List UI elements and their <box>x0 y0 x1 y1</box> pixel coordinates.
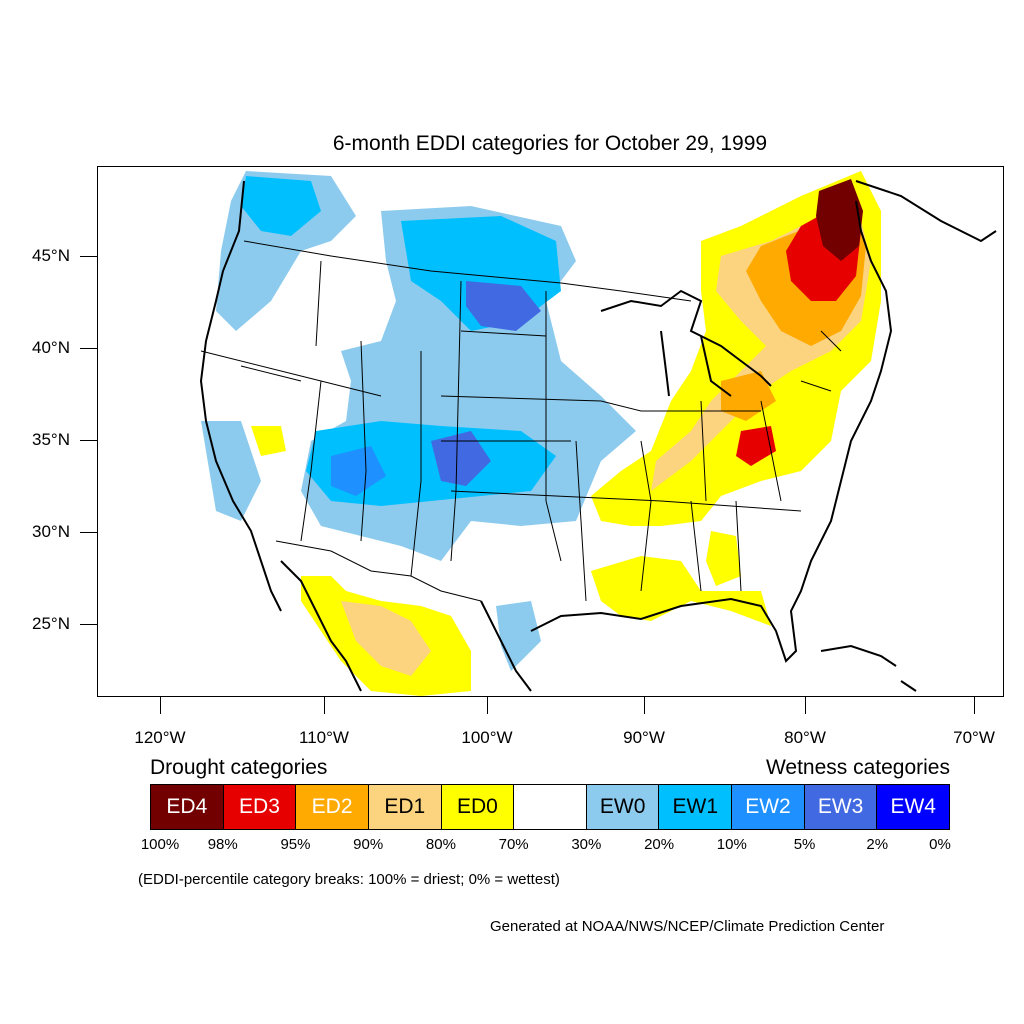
wet-area-kansas-max <box>431 431 491 486</box>
us-canada-border <box>243 240 692 302</box>
lon-label-90w: 90°W <box>623 728 665 747</box>
lat-label-45n: 45°N <box>32 246 70 265</box>
drought-categories-heading: Drought categories <box>150 756 328 779</box>
wet-area-northwest-core <box>241 176 321 236</box>
dry-shading <box>251 171 881 696</box>
wet-area-texas-coast <box>496 601 541 671</box>
baja-coast-line <box>280 560 362 692</box>
lon-tick-100w <box>487 697 488 714</box>
credit-line: Generated at NOAA/NWS/NCEP/Climate Predi… <box>490 918 885 935</box>
lon-label-120w: 120°W <box>134 728 186 747</box>
lon-label-70w: 70°W <box>953 728 995 747</box>
great-lakes-line <box>600 289 772 397</box>
break-label: 30% <box>571 836 602 853</box>
dry-area-virginia-ed3 <box>736 426 776 466</box>
gulf-coast-line <box>480 200 893 692</box>
legend-swatch-ed1: ED1 <box>368 785 442 829</box>
west-coast-line <box>199 180 282 612</box>
map-panel <box>97 166 1004 697</box>
break-label: 80% <box>425 836 456 853</box>
break-label: 2% <box>866 836 889 853</box>
dry-area-quebec-ed4 <box>816 179 863 261</box>
legend-swatch-ed2: ED2 <box>296 785 369 829</box>
cuba-outline <box>820 644 897 667</box>
dry-area-georgia <box>706 531 741 586</box>
lat-tick-30n <box>80 532 97 533</box>
wetness-categories-heading: Wetness categories <box>765 756 950 779</box>
canada-east-coast <box>855 180 997 243</box>
wet-area-southwest-coast <box>201 421 261 521</box>
eddi-map <box>199 171 997 696</box>
legend-swatch-ed4: ED4 <box>151 785 224 829</box>
legend-swatch-ew2: EW2 <box>732 785 805 829</box>
dry-area-gulf-coast <box>591 556 771 626</box>
lat-label-30n: 30°N <box>32 522 70 541</box>
lat-tick-25n <box>80 624 97 625</box>
legend-swatch-ew1: EW1 <box>659 785 733 829</box>
break-label: 0% <box>929 836 951 853</box>
lat-tick-45n <box>80 256 97 257</box>
wet-shading <box>201 171 636 671</box>
legend-swatch-ew0: EW0 <box>586 785 660 829</box>
coastline <box>199 180 997 692</box>
lat-tick-40n <box>80 348 97 349</box>
dry-area-nevada <box>251 426 286 456</box>
islands <box>820 644 917 692</box>
break-label: 20% <box>644 836 675 853</box>
category-legend-bar: ED4 ED3 ED2 ED1 ED0 EW0 EW1 EW2 EW3 EW4 <box>150 784 950 830</box>
wet-area-dakota-max <box>466 281 541 331</box>
wet-area-colorado-max <box>331 446 386 496</box>
map-title: 6-month EDDI categories for October 29, … <box>332 132 768 155</box>
lon-tick-90w <box>644 697 645 714</box>
us-mexico-border <box>275 540 482 602</box>
lon-label-100w: 100°W <box>461 728 513 747</box>
political-borders <box>200 240 842 602</box>
break-label: 70% <box>498 836 529 853</box>
state-lines-east <box>600 330 842 592</box>
legend-swatch-ew3: EW3 <box>804 785 878 829</box>
break-label: 100% <box>140 836 180 853</box>
break-label: 5% <box>793 836 816 853</box>
lon-label-110w: 110°W <box>299 728 349 747</box>
state-lines-plains <box>440 280 662 602</box>
break-label: 10% <box>716 836 747 853</box>
break-label: 98% <box>207 836 238 853</box>
lat-label-25n: 25°N <box>32 614 70 633</box>
footnote: (EDDI-percentile category breaks: 100% =… <box>138 871 560 888</box>
legend-swatch-ed3: ED3 <box>223 785 297 829</box>
lon-tick-120w <box>160 697 161 714</box>
lon-label-80w: 80°W <box>784 728 826 747</box>
legend-swatch-neutral <box>514 785 587 829</box>
break-label: 90% <box>353 836 384 853</box>
lat-label-40n: 40°N <box>32 338 70 357</box>
lon-tick-80w <box>805 697 806 714</box>
legend-swatch-ew4: EW4 <box>877 785 950 829</box>
caribbean-islands <box>900 680 917 692</box>
break-label: 95% <box>280 836 311 853</box>
dry-area-mexico-ed1 <box>341 601 431 676</box>
legend-swatch-ed0: ED0 <box>441 785 515 829</box>
lon-tick-70w <box>974 697 975 714</box>
lat-label-35n: 35°N <box>32 430 70 449</box>
lat-tick-35n <box>80 440 97 441</box>
lon-tick-110w <box>324 697 325 714</box>
state-lines-west <box>200 260 422 577</box>
